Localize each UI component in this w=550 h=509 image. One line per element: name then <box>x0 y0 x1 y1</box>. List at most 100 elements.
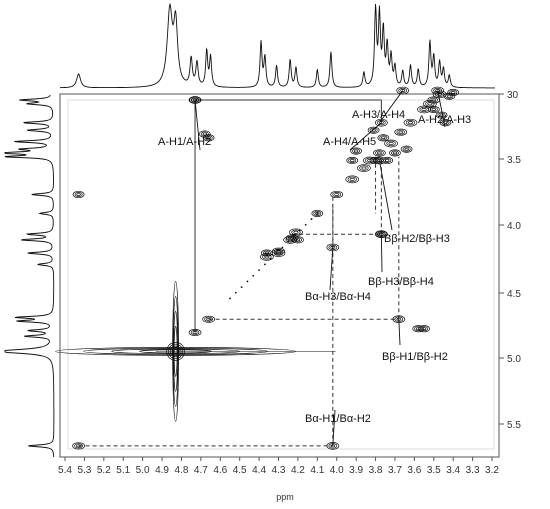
x-tick-label: 3.8 <box>369 465 383 476</box>
cross-peak <box>402 146 411 152</box>
cross-peak <box>348 157 357 163</box>
diagonal-peak <box>384 139 398 148</box>
diagonal-peak <box>293 230 299 234</box>
annotation-leader <box>349 122 382 151</box>
diagonal-peak <box>388 141 394 145</box>
cross-peak <box>431 108 436 111</box>
diagonal-dot <box>229 297 231 300</box>
x-tick-label: 3.6 <box>407 465 421 476</box>
cross-peak <box>76 193 81 196</box>
x-tick-label: 4.2 <box>291 465 305 476</box>
annotation-leader <box>437 90 446 128</box>
cross-peak <box>379 135 388 141</box>
diagonal-peak <box>386 140 396 147</box>
diagonal-peak <box>375 150 384 156</box>
x-tick-label: 5.0 <box>136 465 150 476</box>
cross-peak <box>396 86 410 95</box>
connectivity-guides <box>78 99 400 447</box>
cross-peak <box>418 325 430 333</box>
cross-peak <box>398 87 408 94</box>
diagonal-peak <box>283 236 297 244</box>
cross-peak <box>383 157 392 163</box>
cross-peak <box>447 88 460 96</box>
cross-peak <box>404 147 409 151</box>
diagonal-peak <box>330 190 344 199</box>
x-tick-label: 4.7 <box>194 465 208 476</box>
diagonal-peak <box>425 101 435 107</box>
diagonal-peak <box>262 254 272 260</box>
cross-peak <box>431 86 445 95</box>
cross-peak <box>392 151 398 155</box>
diagonal-peak <box>373 149 386 157</box>
cross-peak <box>429 106 438 112</box>
x-tick-label: 3.7 <box>388 465 402 476</box>
cross-peak <box>72 190 85 199</box>
cross-peak <box>373 159 378 162</box>
axis-ticks: 5.4 5.3 5.2 5.1 5.0 4.9 4.8 4.7 4.6 4.5 4.4 4.3 4.2 4… <box>58 90 521 476</box>
diagonal-dot <box>252 274 255 277</box>
cross-peak <box>262 250 271 256</box>
diagonal-dot <box>258 269 260 271</box>
cross-peak <box>441 120 450 126</box>
x-tick-label: 4.8 <box>175 465 189 476</box>
x-axis-title: ppm <box>276 492 294 502</box>
cross-peak-label: Bα-H1/Bα-H2 <box>305 413 371 425</box>
diagonal-peak <box>349 177 355 181</box>
diagonal-peak <box>271 249 286 257</box>
diagonal-peak <box>362 156 377 165</box>
diagonal-peak <box>394 128 408 136</box>
cross-peak <box>443 121 448 125</box>
annotation-leader <box>329 247 334 291</box>
cross-peak <box>311 209 324 217</box>
x-tick-label: 3.4 <box>446 465 460 476</box>
x-tick-label: 3.2 <box>485 465 499 476</box>
diagonal-peak <box>275 251 282 255</box>
cross-peak <box>375 118 388 127</box>
cross-peak <box>202 132 207 136</box>
cross-peak <box>313 210 322 216</box>
diagonal-peak <box>289 228 303 237</box>
cross-peak-label: Bα-H3/Bα-H4 <box>305 291 371 303</box>
cross-peak <box>315 211 320 215</box>
x-tick-label: 5.1 <box>116 465 130 476</box>
y-tick-label: 5.0 <box>507 354 521 365</box>
cross-peak <box>412 325 425 333</box>
diagonal-dot <box>240 286 243 289</box>
cross-peak <box>206 136 211 140</box>
diagonal-peak <box>291 229 301 235</box>
cross-peak <box>369 127 378 133</box>
x-tick-label: 5.3 <box>77 465 91 476</box>
cross-peak <box>202 134 215 142</box>
cross-peak <box>427 105 440 114</box>
cross-peak <box>447 94 452 98</box>
cross-peak <box>293 237 302 243</box>
x-tick-label: 3.5 <box>427 465 441 476</box>
diagonal-peak <box>260 253 274 261</box>
diagonal-peak <box>264 255 270 259</box>
y-tick-label: 4.5 <box>507 289 521 300</box>
y-tick-label: 5.5 <box>507 420 521 431</box>
cross-peak <box>350 147 362 155</box>
x-tick-label: 4.4 <box>252 465 266 476</box>
x-tick-label: 4.1 <box>310 465 324 476</box>
cross-peak <box>261 249 273 257</box>
cross-peak <box>367 126 380 134</box>
plot-frame <box>59 93 500 458</box>
diagonal-peak <box>347 176 357 183</box>
diagonal-peak <box>427 102 433 106</box>
cross-peak <box>352 148 361 154</box>
diagonal-peak <box>190 329 200 335</box>
y-tick-label: 4.0 <box>507 221 521 232</box>
x-tick-label: 5.2 <box>97 465 111 476</box>
cross-peak <box>264 251 270 255</box>
cross-peak <box>350 159 355 162</box>
cross-peak <box>377 134 390 142</box>
diagonal-peak <box>434 91 445 98</box>
diagonal-peak <box>377 151 382 155</box>
x-tick-label: 3.3 <box>466 465 480 476</box>
diagonal-dot <box>304 223 307 226</box>
diagonal-peak <box>192 331 198 334</box>
annotation-leader <box>194 99 201 151</box>
diagonal-peak <box>405 119 416 126</box>
